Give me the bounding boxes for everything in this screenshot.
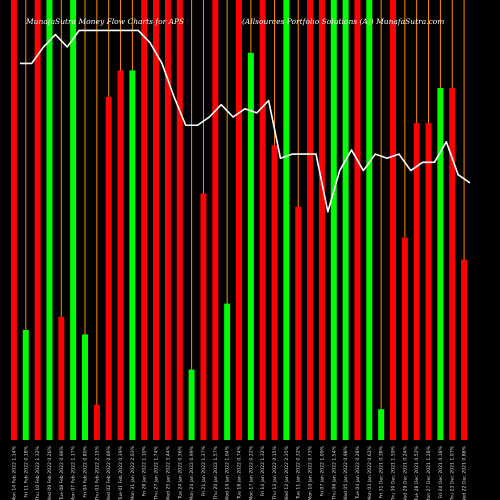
flow-bar	[390, 0, 396, 440]
flow-bar	[247, 52, 254, 441]
date-label: Tue 08 Feb 2022 0.96%	[59, 445, 65, 500]
flow-bar	[307, 0, 314, 440]
flow-bar	[153, 0, 160, 440]
thin-bar	[226, 0, 228, 440]
thin-bar	[404, 0, 406, 440]
date-label: Tue 01 Feb 2022 0.39%	[118, 445, 124, 500]
date-label: Fri 11 Feb 2022 0.18%	[23, 445, 29, 497]
date-label: Wed 29 Dec 2021 0.24%	[402, 445, 408, 500]
flow-bar	[378, 409, 385, 440]
date-label: Fri 24 Dec 2021 0.18%	[438, 445, 444, 498]
flow-bar	[283, 0, 290, 440]
thin-bar	[96, 0, 98, 440]
date-label: Thu 03 Feb 2022 2.15%	[94, 445, 100, 500]
date-label: Mon 31 Jan 2022 2.03%	[130, 445, 136, 500]
flow-bar	[58, 316, 65, 440]
date-label: Mon 10 Jan 2022 0.73%	[308, 445, 314, 500]
flow-bar	[425, 123, 432, 440]
date-label: Thu 06 Jan 2022 1.54%	[331, 445, 337, 500]
flow-bar	[93, 404, 100, 440]
flow-bar	[413, 123, 420, 440]
flow-bar	[461, 259, 468, 440]
date-label: Fri 14 Jan 2022 1.32%	[260, 445, 266, 496]
date-label: Tue 18 Jan 2022 0.74%	[237, 445, 243, 500]
date-label: Mon 14 Feb 2022 1.14%	[11, 445, 17, 500]
date-label: Wed 12 Jan 2022 2.35%	[284, 445, 290, 500]
date-label: Thu 13 Jan 2022 0.15%	[272, 445, 278, 500]
date-label: Wed 02 Feb 2022 0.66%	[106, 445, 112, 500]
date-label: Fri 31 Dec 2021 0.38%	[379, 445, 385, 498]
flow-bar	[366, 0, 373, 440]
thin-bar	[84, 0, 86, 440]
flow-bar	[271, 145, 278, 440]
flow-bar	[236, 0, 242, 440]
date-label: Mon 07 Feb 2022 1.17%	[71, 445, 77, 500]
flow-bar	[401, 237, 408, 440]
flow-bar	[176, 0, 183, 440]
thin-bar	[60, 0, 62, 440]
flow-bar	[295, 206, 302, 440]
date-label: Fri 28 Jan 2022 1.10%	[142, 445, 148, 496]
date-label: Tue 24 Jan 2022 0.36%	[177, 445, 183, 500]
date-label: Mon 17 Jan 2022 0.22%	[248, 445, 254, 500]
flow-bar	[188, 369, 195, 440]
date-label: Thu 30 Dec 2021 1.59%	[391, 445, 397, 500]
flow-bar	[82, 334, 88, 440]
date-label: Wed 22 Dec 2021 0.88%	[462, 445, 468, 500]
flow-bar	[200, 193, 207, 440]
flow-bar	[46, 0, 53, 440]
date-label: Tue 04 Jan 2022 0.28%	[355, 445, 361, 500]
date-label: Mon 03 Jan 2022 0.62%	[367, 445, 373, 500]
flow-bar	[10, 0, 17, 440]
date-label: Thu 27 Jan 2022 1.74%	[154, 445, 160, 500]
flow-bar	[34, 0, 41, 440]
money-flow-line-layer	[19, 29, 471, 213]
date-label: Wed 05 Jan 2022 0.98%	[343, 445, 349, 500]
flow-bar	[70, 0, 77, 440]
date-label: Tue 28 Dec 2021 0.52%	[414, 445, 420, 500]
flow-bar	[259, 0, 266, 440]
flow-bar	[22, 330, 29, 440]
date-label: Mon 27 Dec 2021 1.28%	[426, 445, 432, 500]
date-label: Mon 24 Jan 2022 0.99%	[189, 445, 195, 500]
thin-bar	[380, 0, 382, 440]
flow-bar	[105, 96, 112, 441]
flow-bar	[224, 303, 231, 440]
flow-bar	[164, 0, 171, 440]
bars-layer	[10, 0, 468, 441]
flow-bar	[437, 88, 444, 440]
chart-title-right: (Allsources Portfolio Solutions (A)) Mun…	[242, 17, 444, 26]
date-label: Wed 25 Jan 2022 3.44%	[165, 445, 171, 500]
date-label: Wed 19 Jan 2022 1.04%	[225, 445, 231, 500]
chart-title-left: MunafaSutra Money Flow Charts for APS	[25, 17, 184, 26]
thin-bar	[25, 0, 27, 440]
date-label: Fri 07 Jan 2022 1.09%	[319, 445, 325, 496]
date-label: Thu 20 Jan 2022 1.57%	[213, 445, 219, 500]
flow-bar	[141, 0, 148, 440]
date-label: Thu 10 Feb 2022 1.32%	[35, 445, 41, 500]
flow-bar	[318, 0, 325, 440]
date-labels-layer: Mon 14 Feb 2022 1.14% Fri 11 Feb 2022 0.1…	[11, 445, 467, 500]
flow-bar	[449, 88, 456, 440]
date-label: Wed 09 Feb 2022 0.26%	[47, 445, 53, 500]
flow-bar	[117, 70, 124, 441]
flow-bar	[342, 0, 349, 440]
money-flow-line	[19, 29, 471, 213]
date-label: Fri 04 Feb 2022 0.80%	[83, 445, 89, 497]
date-label: Tue 11 Jan 2022 0.32%	[296, 445, 302, 500]
date-label: Thu 23 Dec 2021 1.07%	[450, 445, 456, 500]
flow-bar	[212, 0, 219, 440]
flow-bar	[330, 0, 337, 440]
thin-bar	[463, 0, 465, 440]
date-label: Fri 21 Jan 2022 1.37%	[201, 445, 207, 496]
thin-bar	[191, 0, 193, 440]
flow-bar	[354, 0, 361, 440]
flow-bar	[129, 70, 136, 441]
